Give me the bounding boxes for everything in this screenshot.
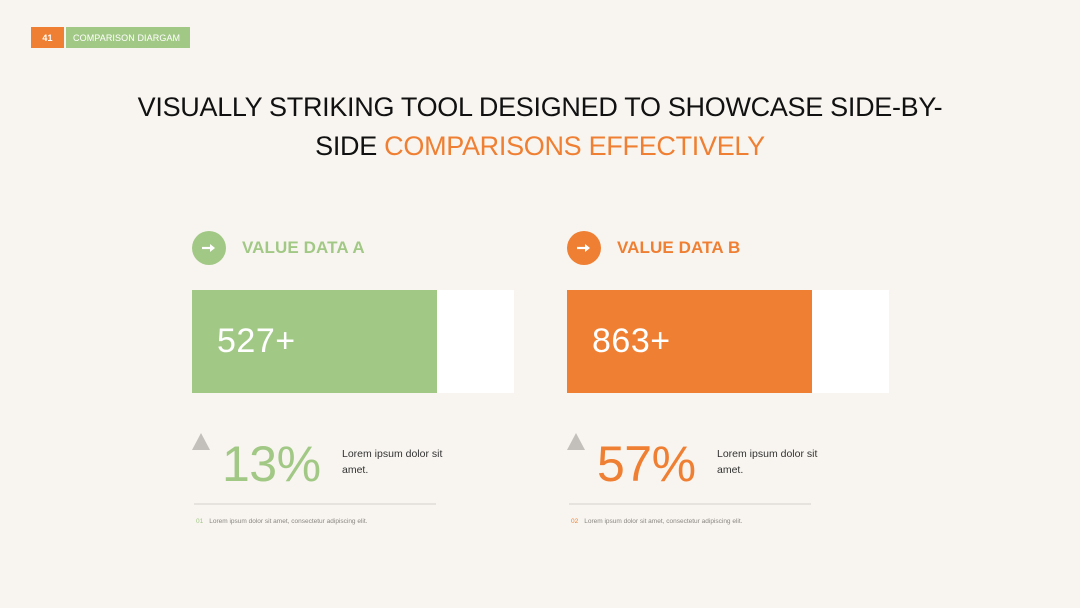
up-triangle-icon [567, 433, 585, 450]
headline-accent: COMPARISONS EFFECTIVELY [384, 131, 765, 161]
right-arrow-icon [192, 231, 226, 265]
value-number: 527+ [217, 322, 296, 360]
headline-line-2: SIDE COMPARISONS EFFECTIVELY [0, 127, 1080, 166]
comparison-panel-b: VALUE DATA B 863+ 57% Lorem ipsum dolor … [567, 230, 889, 540]
slide-number: 41 [31, 27, 64, 48]
right-arrow-icon [567, 231, 601, 265]
value-bar-fill [567, 290, 812, 393]
footnote-number: 01 [196, 518, 204, 525]
value-bar: 527+ [192, 290, 514, 393]
value-bar: 863+ [567, 290, 889, 393]
headline-plain: SIDE [315, 131, 385, 161]
headline-line-1: VISUALLY STRIKING TOOL DESIGNED TO SHOWC… [137, 92, 943, 122]
panel-title: VALUE DATA A [242, 238, 365, 257]
percent-description: Lorem ipsum dolor sit amet. [342, 448, 443, 476]
percent-description: Lorem ipsum dolor sit amet. [717, 448, 818, 476]
slide-tag: 41 COMPARISON DIARGAM [31, 27, 191, 48]
panel-title: VALUE DATA B [617, 238, 741, 257]
footnote-text: Lorem ipsum dolor sit amet, consectetur … [209, 518, 368, 525]
footnote-number: 02 [571, 518, 579, 525]
percent-value: 13% [222, 436, 321, 492]
panel-header: VALUE DATA B [567, 230, 740, 266]
divider [194, 503, 436, 505]
up-triangle-icon [192, 433, 210, 450]
value-bar-fill [192, 290, 437, 393]
footnote: 02 Lorem ipsum dolor sit amet, consectetu… [571, 518, 742, 525]
value-number: 863+ [592, 322, 671, 360]
section-label: COMPARISON DIARGAM [66, 27, 191, 48]
divider [569, 503, 811, 505]
panel-header: VALUE DATA A [192, 230, 365, 266]
footnote: 01 Lorem ipsum dolor sit amet, consectetu… [196, 518, 367, 525]
slide-headline: VISUALLY STRIKING TOOL DESIGNED TO SHOWC… [0, 88, 1080, 166]
percent-value: 57% [597, 436, 696, 492]
footnote-text: Lorem ipsum dolor sit amet, consectetur … [584, 518, 743, 525]
comparison-panel-a: VALUE DATA A 527+ 13% Lorem ipsum dolor … [192, 230, 514, 540]
